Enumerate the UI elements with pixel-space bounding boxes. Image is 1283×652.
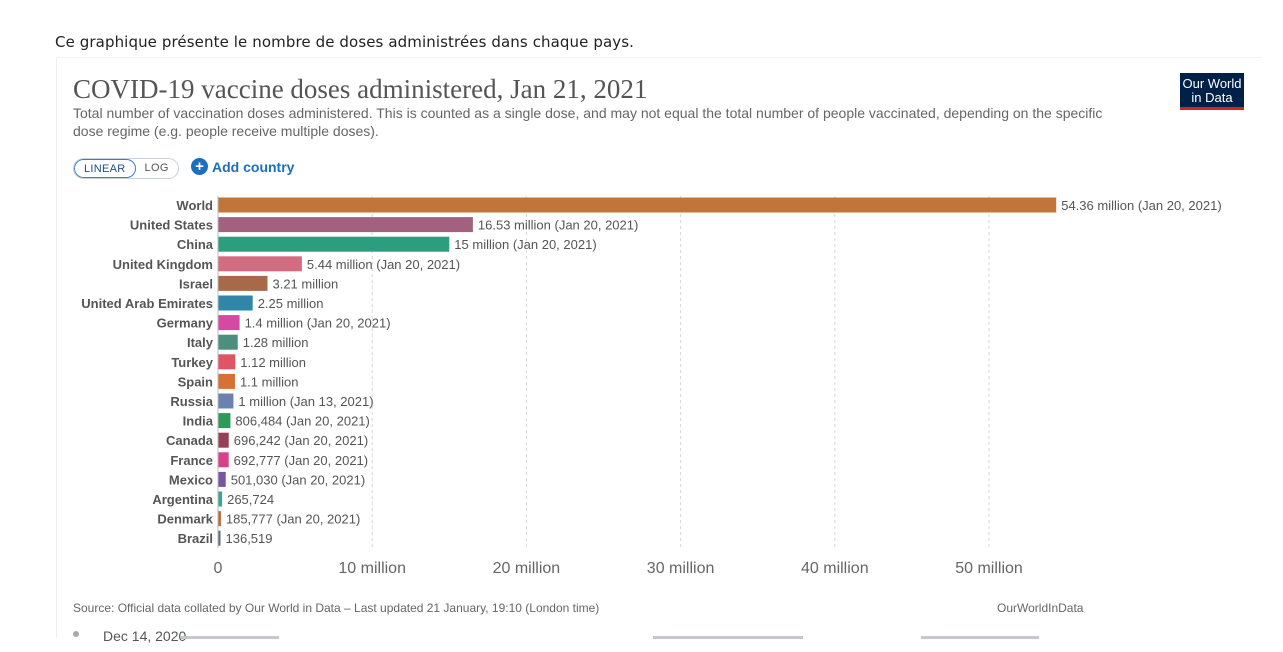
bar-brazil — [218, 530, 221, 546]
add-country-button[interactable]: + Add country — [191, 158, 294, 175]
category-label: Mexico — [169, 472, 213, 487]
bar-china — [218, 236, 450, 252]
x-tick-label: 30 million — [647, 560, 715, 577]
category-label: United States — [130, 218, 213, 233]
value-label: 1.4 million (Jan 20, 2021) — [245, 316, 391, 331]
bar-argentina — [218, 491, 223, 507]
logo-line-2: in Data — [1191, 90, 1233, 105]
category-label: Russia — [170, 394, 213, 409]
value-label: 501,030 (Jan 20, 2021) — [231, 472, 365, 487]
chart-subtitle: Total number of vaccination doses admini… — [73, 105, 1103, 139]
category-label: Canada — [166, 433, 214, 448]
category-label: United Arab Emirates — [81, 296, 213, 311]
value-label: 1.28 million — [243, 335, 309, 350]
category-label: World — [176, 198, 213, 213]
bar-italy — [218, 334, 238, 350]
value-label: 16.53 million (Jan 20, 2021) — [478, 218, 638, 233]
bar-spain — [218, 373, 235, 389]
bar-canada — [218, 432, 229, 448]
category-label: France — [170, 453, 213, 468]
value-label: 15 million (Jan 20, 2021) — [454, 237, 596, 252]
bar-germany — [218, 315, 240, 331]
category-label: Denmark — [157, 512, 213, 527]
bar-united-kingdom — [218, 256, 302, 272]
intro-text: Ce graphique présente le nombre de doses… — [55, 33, 635, 51]
bar-denmark — [218, 511, 221, 527]
bar-united-arab-emirates — [218, 295, 253, 311]
timeline-handle[interactable] — [73, 631, 79, 637]
value-label: 54.36 million (Jan 20, 2021) — [1061, 198, 1221, 213]
x-tick-label: 10 million — [338, 560, 406, 577]
chart-title: COVID-19 vaccine doses administered, Jan… — [73, 74, 648, 104]
value-label: 265,724 — [227, 492, 274, 507]
value-label: 136,519 — [226, 531, 273, 546]
value-label: 1.12 million — [240, 355, 306, 370]
x-tick-label: 0 — [214, 560, 223, 577]
timeline-track — [921, 636, 1039, 639]
log-scale-button[interactable]: LOG — [144, 162, 169, 174]
bar-india — [218, 413, 231, 429]
timeline-start-label: Dec 14, 2020 — [103, 628, 187, 644]
category-label: United Kingdom — [113, 257, 213, 272]
value-label: 1.1 million — [240, 374, 299, 389]
category-label: Israel — [179, 276, 213, 291]
value-label: 2.25 million — [258, 296, 324, 311]
bar-france — [218, 452, 229, 468]
chart-card — [56, 57, 1261, 637]
x-tick-label: 50 million — [955, 560, 1023, 577]
value-label: 185,777 (Jan 20, 2021) — [226, 512, 360, 527]
value-label: 3.21 million — [272, 276, 338, 291]
add-country-label: Add country — [212, 158, 295, 175]
value-label: 696,242 (Jan 20, 2021) — [234, 433, 368, 448]
plus-icon: + — [191, 158, 208, 175]
category-label: Argentina — [152, 492, 213, 507]
value-label: 806,484 (Jan 20, 2021) — [235, 414, 369, 429]
category-label: Germany — [157, 316, 214, 331]
scale-toggle: LINEAR LOG — [73, 158, 179, 179]
value-label: 5.44 million (Jan 20, 2021) — [307, 257, 460, 272]
source-note: Source: Official data collated by Our Wo… — [73, 601, 600, 615]
category-label: Italy — [187, 335, 214, 350]
bar-united-states — [218, 217, 473, 233]
category-label: Turkey — [171, 355, 213, 370]
linear-scale-button[interactable]: LINEAR — [74, 159, 136, 178]
timeline-track — [181, 636, 279, 639]
x-tick-label: 20 million — [493, 560, 561, 577]
category-label: Spain — [178, 374, 213, 389]
category-label: Brazil — [178, 531, 213, 546]
bar-turkey — [218, 354, 236, 370]
value-label: 1 million (Jan 13, 2021) — [238, 394, 373, 409]
value-label: 692,777 (Jan 20, 2021) — [234, 453, 368, 468]
bar-russia — [218, 393, 234, 409]
bar-mexico — [218, 471, 226, 487]
category-label: China — [177, 237, 214, 252]
logo-line-1: Our World — [1182, 76, 1242, 91]
owid-link[interactable]: OurWorldInData — [997, 601, 1084, 615]
bar-israel — [218, 275, 268, 291]
timeline: Dec 14, 2020 — [73, 627, 1173, 652]
owid-logo[interactable]: Our World in Data — [1180, 73, 1244, 110]
x-tick-label: 40 million — [801, 560, 869, 577]
bar-world — [218, 197, 1057, 213]
category-label: India — [183, 414, 214, 429]
timeline-track — [653, 636, 803, 639]
